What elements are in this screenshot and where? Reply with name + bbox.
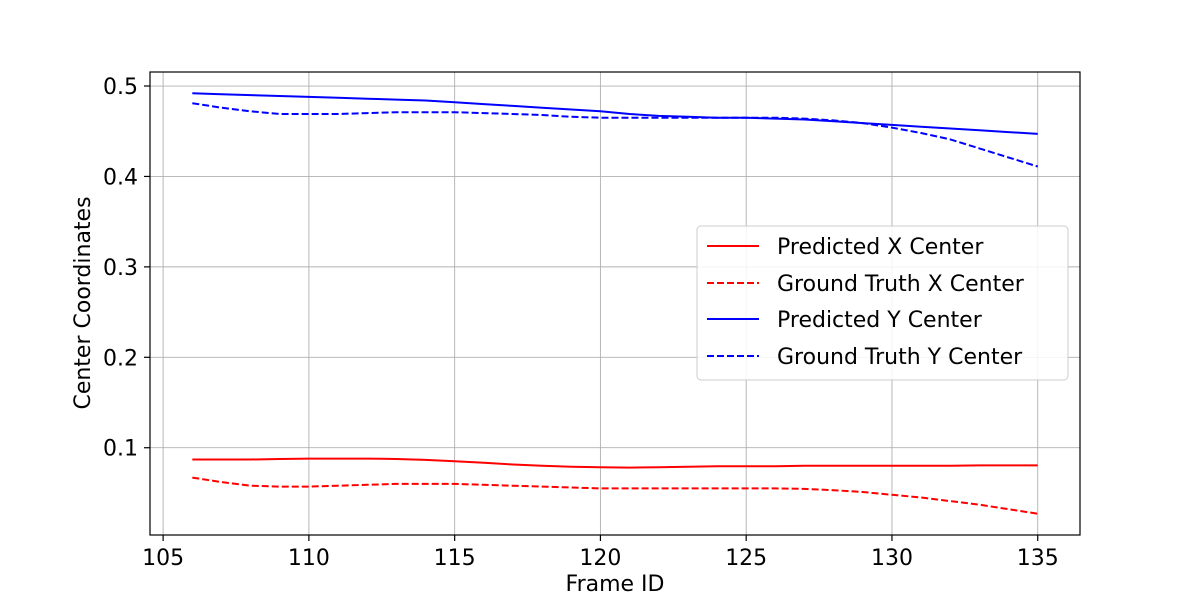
plot-area-frame (149, 71, 1081, 536)
series-line-ground-truth-x-center (192, 476, 1038, 515)
y-tick-label: 0.5 (103, 75, 138, 100)
y-tick-label: 0.4 (103, 165, 138, 190)
series-line-ground-truth-y-center (192, 102, 1038, 168)
x-tick-label: 135 (1017, 546, 1059, 571)
y-tick-label: 0.1 (103, 437, 138, 462)
legend-box (696, 225, 1069, 381)
legend-label-ground-truth-x: Ground Truth X Center (777, 272, 1025, 297)
y-tick-label: 0.3 (103, 256, 138, 281)
x-axis-label: Frame ID (566, 572, 665, 597)
series-line-predicted-y-center (192, 92, 1038, 135)
x-tick-label: 130 (871, 546, 913, 571)
x-tick-label: 125 (725, 546, 767, 571)
legend: Predicted X Center Ground Truth X Center… (696, 225, 1069, 381)
legend-label-predicted-y: Predicted Y Center (777, 308, 983, 333)
legend-label-ground-truth-y: Ground Truth Y Center (777, 345, 1023, 370)
series-lines (192, 92, 1038, 515)
x-tick-label: 105 (142, 546, 184, 571)
axis-ticks: 105 110 115 120 125 130 135 0.1 0.2 0.3 0.4 0.5 (103, 75, 1059, 571)
legend-label-predicted-x: Predicted X Center (777, 235, 984, 260)
x-tick-label: 120 (579, 546, 621, 571)
x-tick-label: 110 (288, 546, 330, 571)
series-line-predicted-x-center (192, 457, 1038, 469)
x-tick-label: 115 (434, 546, 476, 571)
y-tick-label: 0.2 (103, 346, 138, 371)
y-axis-label: Center Coordinates (71, 196, 96, 409)
